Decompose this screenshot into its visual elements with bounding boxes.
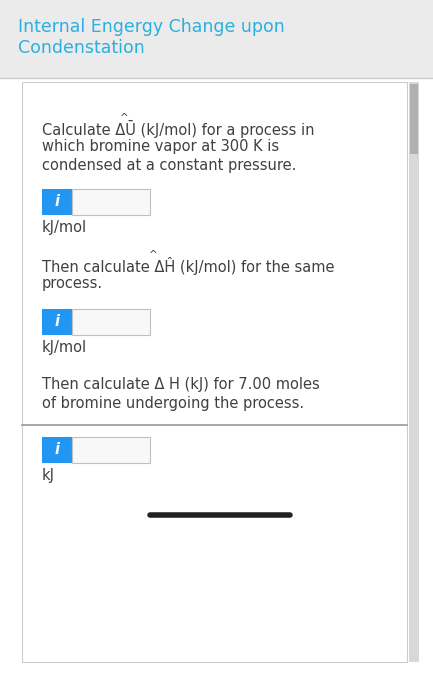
FancyBboxPatch shape: [72, 309, 150, 335]
FancyBboxPatch shape: [42, 189, 72, 215]
Text: Then calculate ΔĤ (kJ/mol) for the same: Then calculate ΔĤ (kJ/mol) for the same: [42, 257, 335, 275]
Text: Then calculate Δ H (kJ) for 7.00 moles: Then calculate Δ H (kJ) for 7.00 moles: [42, 377, 320, 392]
Text: i: i: [55, 442, 59, 458]
Text: Internal Engergy Change upon: Internal Engergy Change upon: [18, 18, 285, 36]
Text: kJ: kJ: [42, 468, 55, 483]
Text: condensed at a constant pressure.: condensed at a constant pressure.: [42, 158, 296, 173]
Text: process.: process.: [42, 276, 103, 291]
FancyBboxPatch shape: [409, 82, 419, 662]
FancyBboxPatch shape: [0, 0, 433, 78]
Text: ^: ^: [120, 113, 129, 123]
Text: kJ/mol: kJ/mol: [42, 340, 87, 355]
Text: Calculate ΔŪ (kJ/mol) for a process in: Calculate ΔŪ (kJ/mol) for a process in: [42, 120, 314, 138]
Text: i: i: [55, 314, 59, 330]
FancyBboxPatch shape: [410, 84, 418, 154]
FancyBboxPatch shape: [22, 82, 407, 662]
Text: kJ/mol: kJ/mol: [42, 220, 87, 235]
Text: i: i: [55, 195, 59, 209]
Text: which bromine vapor at 300 K is: which bromine vapor at 300 K is: [42, 139, 279, 154]
Text: ^: ^: [149, 250, 158, 260]
FancyBboxPatch shape: [42, 309, 72, 335]
FancyBboxPatch shape: [72, 437, 150, 463]
FancyBboxPatch shape: [72, 189, 150, 215]
Text: of bromine undergoing the process.: of bromine undergoing the process.: [42, 396, 304, 411]
FancyBboxPatch shape: [42, 437, 72, 463]
Text: Condenstation: Condenstation: [18, 39, 145, 57]
